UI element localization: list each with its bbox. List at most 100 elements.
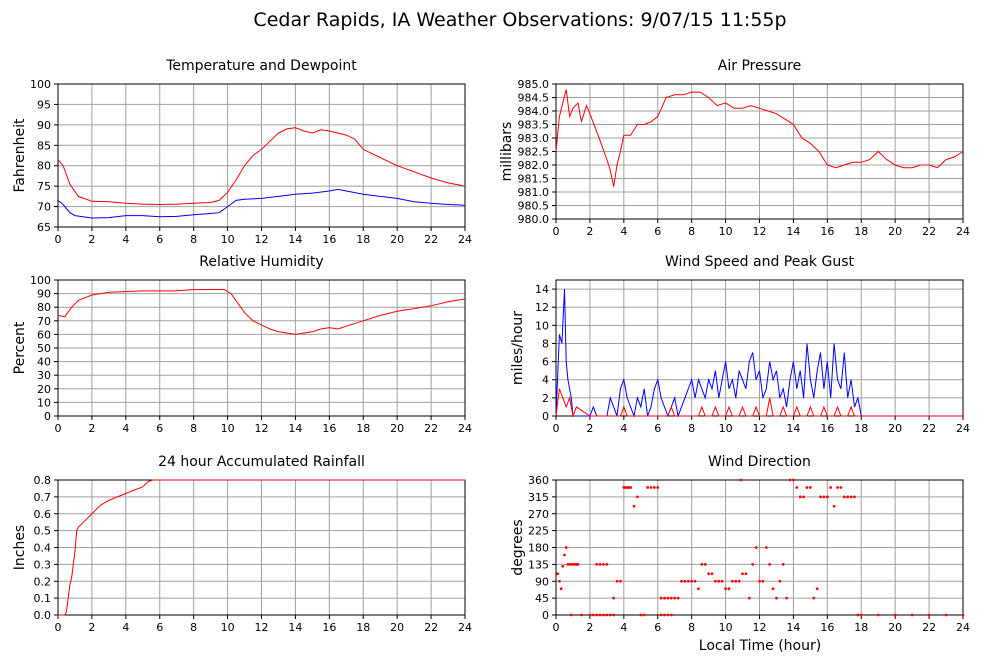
direction-point (853, 495, 856, 499)
rainfall-x-tick-label: 0 (55, 621, 62, 634)
direction-point (569, 613, 573, 617)
temperature-title: Temperature and Dewpoint (165, 58, 357, 74)
humidity-y-tick-label: 90 (37, 288, 51, 301)
direction-point (598, 562, 602, 566)
direction-point (846, 495, 850, 499)
direction-point (673, 596, 677, 600)
wind-title: Wind Speed and Peak Gust (665, 254, 854, 270)
temperature-y-axis-label: Fahrenheit (12, 118, 28, 193)
pressure-y-tick-label: 983.5 (518, 119, 550, 132)
direction-point (842, 495, 846, 499)
direction-point (580, 613, 583, 617)
temperature-x-tick-label: 6 (156, 233, 163, 246)
direction-point (910, 613, 914, 617)
direction-point (764, 546, 768, 549)
direction-x-tick-label: 16 (820, 621, 834, 634)
direction-point (788, 478, 792, 482)
pressure-x-tick-label: 22 (922, 225, 936, 238)
temperature-x-tick-label: 22 (424, 233, 438, 246)
humidity-panel: 0 2 4 6 8 10 12 14 16 18 20 22 240102030405060708090… (12, 254, 472, 435)
temperature-x-tick-label: 2 (88, 233, 95, 246)
humidity-x-tick-label: 20 (390, 422, 404, 435)
direction-point (595, 562, 599, 566)
direction-point (602, 562, 605, 566)
direction-y-tick-label: 0 (542, 609, 549, 622)
wind-series-0-line (555, 289, 963, 418)
pressure-x-tick-label: 16 (820, 225, 834, 238)
direction-point (588, 613, 592, 617)
direction-point (656, 486, 660, 489)
rainfall-title: 24 hour Accumulated Rainfall (158, 454, 365, 470)
temperature-y-tick-label: 95 (37, 98, 51, 111)
rainfall-y-tick-label: 0.1 (34, 592, 52, 605)
temperature-y-tick-label: 90 (37, 119, 51, 132)
direction-y-tick-label: 360 (528, 474, 549, 487)
direction-point (602, 613, 605, 617)
direction-point (775, 596, 778, 600)
direction-point (730, 579, 734, 583)
wind-x-tick-label: 0 (553, 422, 560, 435)
temperature-x-tick-label: 24 (458, 233, 472, 246)
direction-x-tick-label: 20 (888, 621, 902, 634)
direction-point (683, 579, 687, 583)
direction-point (808, 486, 812, 489)
direction-y-tick-label: 315 (528, 491, 549, 504)
direction-point (559, 587, 563, 591)
temperature-y-tick-label: 70 (37, 201, 51, 214)
direction-y-tick-label: 225 (528, 525, 549, 538)
direction-point (591, 613, 595, 617)
direction-point (608, 613, 612, 617)
rainfall-x-tick-label: 14 (288, 621, 302, 634)
direction-point (612, 613, 616, 617)
direction-point (652, 486, 656, 489)
direction-point (741, 572, 744, 576)
direction-point (815, 587, 819, 591)
rainfall-y-tick-label: 0.8 (34, 474, 52, 487)
direction-point (825, 495, 829, 499)
direction-point (564, 546, 568, 549)
humidity-series-0-line (57, 289, 466, 335)
humidity-x-tick-label: 18 (356, 422, 370, 435)
direction-point (819, 495, 822, 499)
humidity-x-tick-label: 22 (424, 422, 438, 435)
wind-y-tick-label: 10 (535, 319, 549, 332)
direction-point (805, 486, 809, 489)
direction-point (669, 596, 673, 600)
pressure-x-tick-label: 12 (753, 225, 767, 238)
direction-point (734, 579, 738, 583)
rainfall-y-tick-label: 0.2 (34, 575, 52, 588)
rainfall-x-tick-label: 18 (356, 621, 370, 634)
rainfall-y-tick-label: 0.6 (34, 508, 52, 521)
direction-point (598, 613, 602, 617)
direction-point (812, 596, 816, 600)
direction-point (576, 562, 580, 566)
direction-point (561, 564, 565, 568)
direction-x-tick-label: 2 (586, 621, 593, 634)
direction-point (676, 596, 680, 600)
humidity-y-tick-label: 50 (37, 342, 51, 355)
pressure-x-tick-label: 8 (688, 225, 695, 238)
humidity-x-tick-label: 0 (55, 422, 62, 435)
direction-title: Wind Direction (708, 454, 811, 470)
direction-point (680, 579, 683, 583)
direction-point (700, 562, 704, 566)
direction-point (856, 613, 860, 617)
direction-point (739, 478, 743, 482)
humidity-y-axis-label: Percent (12, 321, 28, 374)
rainfall-x-tick-label: 22 (424, 621, 438, 634)
temperature-x-tick-label: 20 (390, 233, 404, 246)
direction-point (557, 579, 561, 583)
pressure-x-tick-label: 10 (719, 225, 733, 238)
wind-x-tick-label: 20 (888, 422, 902, 435)
direction-point (744, 572, 748, 576)
pressure-x-tick-label: 2 (586, 225, 593, 238)
humidity-y-tick-label: 20 (37, 383, 51, 396)
humidity-x-tick-label: 4 (122, 422, 129, 435)
temperature-panel: 0 2 4 6 8 10 12 14 16 18 20 22 2465707580859095100Te… (12, 58, 472, 246)
pressure-title: Air Pressure (718, 58, 801, 74)
rainfall-y-tick-label: 0.0 (34, 609, 52, 622)
rainfall-x-tick-label: 8 (190, 621, 197, 634)
temperature-series-1-line (57, 188, 466, 219)
rainfall-x-tick-label: 4 (122, 621, 129, 634)
direction-point (615, 579, 619, 583)
